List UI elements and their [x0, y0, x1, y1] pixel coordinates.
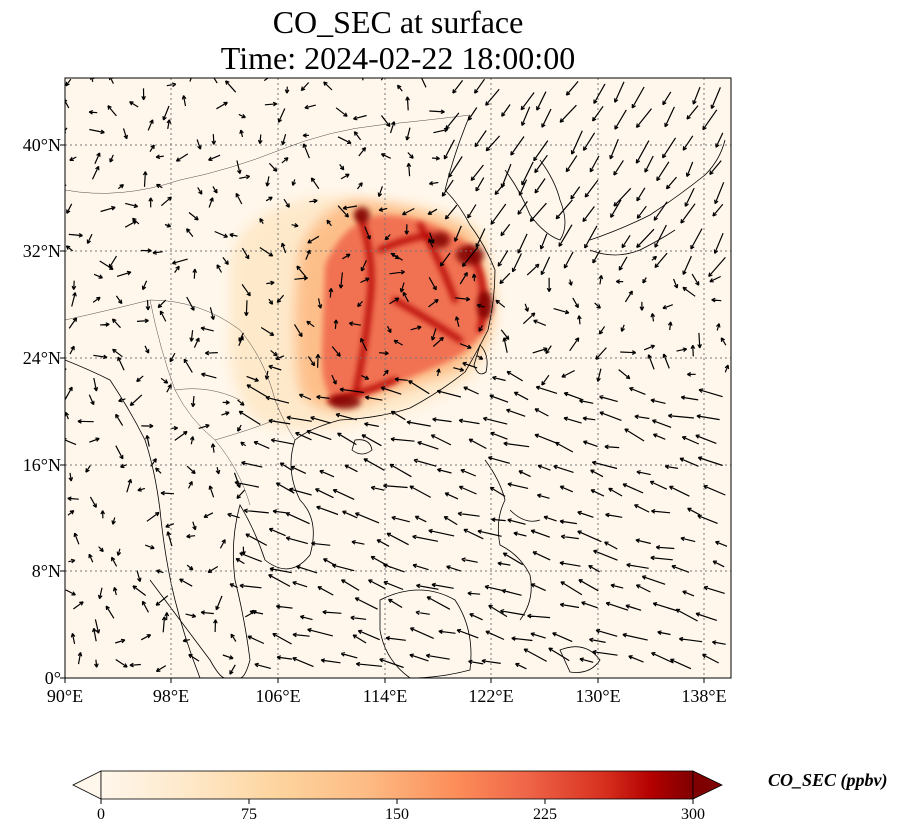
gridlines	[65, 78, 731, 678]
colorbar-extend-low	[72, 770, 102, 800]
coastlines	[65, 114, 726, 678]
lon-tick-label: 98°E	[152, 686, 190, 706]
map-frame	[64, 77, 732, 679]
colorbar-gradient	[100, 770, 694, 800]
lon-tick-label: 122°E	[468, 686, 514, 706]
lat-tick-label: 0°	[44, 668, 61, 688]
lon-tick-label: 90°E	[46, 686, 84, 706]
lon-tick-label: 130°E	[575, 686, 621, 706]
colorbar	[72, 770, 723, 804]
lon-tick-label: 106°E	[255, 686, 301, 706]
wind-vectors	[65, 78, 730, 675]
colorbar-extend-high	[692, 770, 723, 800]
lat-tick-label: 8°N	[31, 561, 61, 581]
lat-tick-label: 40°N	[22, 135, 61, 155]
colorbar-tick-label: 300	[681, 806, 705, 823]
colorbar-tick-label: 225	[533, 806, 557, 823]
lon-tick-label: 114°E	[362, 686, 408, 706]
lat-tick-label: 24°N	[22, 348, 61, 368]
colorbar-tick-label: 150	[385, 806, 409, 823]
map-time-subtitle: Time: 2024-02-22 18:00:00	[220, 40, 576, 76]
lat-tick-label: 32°N	[22, 241, 61, 261]
wind-arrow-set	[65, 78, 730, 675]
lon-tick-label: 138°E	[681, 686, 727, 706]
colorbar-tick-label: 0	[97, 806, 105, 823]
colorbar-tick-label: 75	[241, 806, 257, 823]
map-title: CO_SEC at surface	[272, 4, 524, 40]
axis-ticks	[60, 144, 705, 683]
colorbar-label: CO_SEC (ppbv)	[768, 770, 888, 790]
lat-tick-label: 16°N	[22, 455, 61, 475]
